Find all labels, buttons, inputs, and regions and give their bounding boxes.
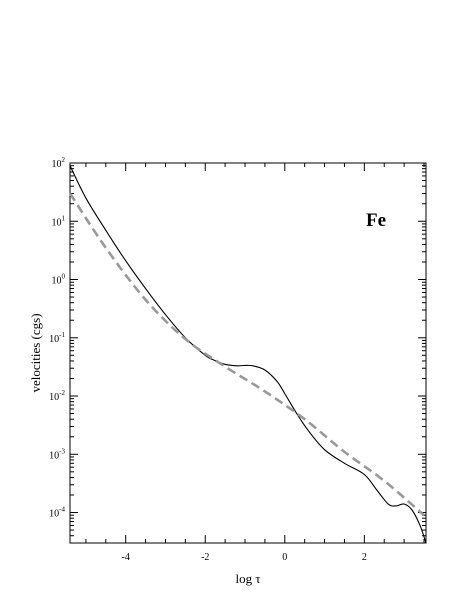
- y-tick-label: 10-3: [49, 447, 65, 461]
- series-group: [68, 165, 427, 544]
- x-tick-label: -2: [201, 552, 209, 563]
- y-tick-label: 10-1: [49, 331, 65, 345]
- x-axis-label: log τ: [235, 571, 260, 586]
- x-tick-label: 2: [362, 552, 367, 563]
- x-tick-label: 0: [282, 552, 287, 563]
- annotation-label: Fe: [366, 210, 386, 231]
- y-tick-label: 10-4: [49, 506, 65, 520]
- series-solid-line: [69, 165, 427, 544]
- axis-ticks: [70, 162, 426, 544]
- tick-labels: -4 -2 0 2 10-4 10-3 10-2 10-1 100 101 102: [49, 156, 367, 563]
- y-axis-label: velocities (cgs): [28, 313, 43, 392]
- y-tick-label: 102: [52, 156, 66, 170]
- y-tick-label: 10-2: [49, 389, 65, 403]
- x-tick-label: -4: [122, 552, 130, 563]
- plot-frame: [69, 162, 427, 544]
- y-tick-label: 101: [52, 214, 66, 228]
- series-dashed-line: [68, 192, 425, 517]
- y-tick-label: 100: [52, 273, 66, 287]
